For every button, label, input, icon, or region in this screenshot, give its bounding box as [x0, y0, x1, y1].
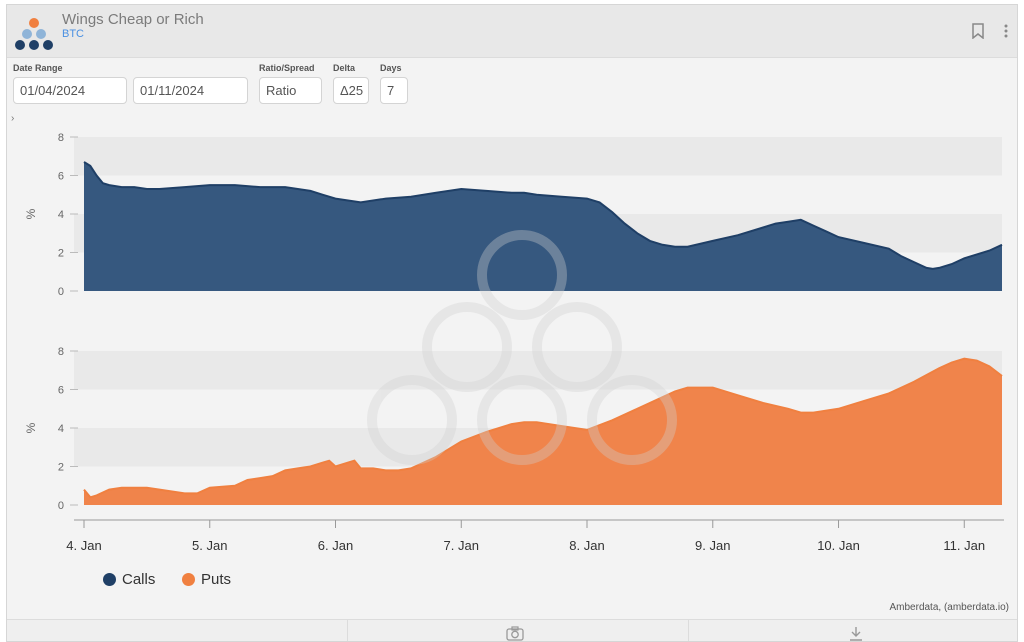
- date-range-label: Date Range: [13, 63, 63, 73]
- puts-legend-label: Puts: [201, 571, 232, 588]
- download-icon[interactable]: [848, 626, 864, 641]
- y-tick-label: 8: [58, 346, 64, 358]
- widget-title: Wings Cheap or Rich: [62, 11, 204, 28]
- widget-footer: [7, 619, 1017, 641]
- calls-legend-label: Calls: [122, 571, 156, 588]
- widget-subtitle: BTC: [62, 28, 84, 40]
- puts-legend-marker: [182, 573, 195, 586]
- widget-header: Wings Cheap or Rich BTC: [7, 5, 1017, 58]
- plot-band: [74, 137, 1002, 176]
- chart-widget: Wings Cheap or Rich BTC Date Range 01/04…: [6, 4, 1018, 642]
- puts-line: [83, 357, 1003, 499]
- legend-item-calls[interactable]: Calls: [103, 571, 155, 588]
- calls-line: [83, 161, 1003, 270]
- calls-area: [84, 162, 1002, 291]
- footer-divider: [688, 620, 689, 641]
- days-label: Days: [380, 63, 402, 73]
- amberdata-logo: [15, 18, 53, 50]
- y-tick-label: 4: [58, 423, 64, 435]
- delta-label: Delta: [333, 63, 356, 73]
- x-tick-label: 8. Jan: [569, 538, 604, 553]
- more-vertical-icon[interactable]: [1003, 23, 1009, 42]
- legend-item-puts[interactable]: Puts: [182, 571, 231, 588]
- x-tick-label: 7. Jan: [444, 538, 479, 553]
- x-tick-label: 11. Jan: [943, 538, 985, 553]
- ratio-spread-label: Ratio/Spread: [259, 63, 315, 73]
- chart-credit[interactable]: Amberdata, (amberdata.io): [889, 602, 1009, 613]
- plot-band: [74, 351, 1002, 390]
- ratio-spread-select[interactable]: Ratio: [259, 77, 322, 104]
- x-tick-label: 10. Jan: [817, 538, 860, 553]
- bookmark-icon[interactable]: [971, 23, 985, 42]
- x-tick-label: 9. Jan: [695, 538, 730, 553]
- y-tick-label: 0: [58, 286, 64, 298]
- y-tick-label: 4: [58, 209, 64, 221]
- end-date-input[interactable]: 01/11/2024: [133, 77, 248, 104]
- watermark-logo: [367, 230, 677, 465]
- y-tick-label: 2: [58, 248, 64, 260]
- puts-area: [84, 358, 1002, 505]
- y-axis-title: %: [24, 208, 38, 219]
- calls-legend-marker: [103, 573, 116, 586]
- y-tick-label: 0: [58, 500, 64, 512]
- days-select[interactable]: 7: [380, 77, 408, 104]
- x-tick-label: 4. Jan: [66, 538, 101, 553]
- x-tick-label: 6. Jan: [318, 538, 353, 553]
- x-tick-label: 5. Jan: [192, 538, 227, 553]
- expand-chevron-icon[interactable]: ›: [11, 113, 15, 124]
- chart-plot-area: 0 2 4 6 8% 0 2 4 6 8% 4. Jan 5. Jan 6. Jan 7. Jan 8. J…: [24, 132, 1004, 553]
- y-tick-label: 6: [58, 171, 64, 183]
- delta-select[interactable]: Δ25: [333, 77, 369, 104]
- y-tick-label: 2: [58, 462, 64, 474]
- start-date-input[interactable]: 01/04/2024: [13, 77, 127, 104]
- y-tick-label: 8: [58, 132, 64, 144]
- y-axis-title: %: [24, 422, 38, 433]
- footer-divider: [347, 620, 348, 641]
- camera-icon[interactable]: [506, 626, 524, 641]
- y-tick-label: 6: [58, 385, 64, 397]
